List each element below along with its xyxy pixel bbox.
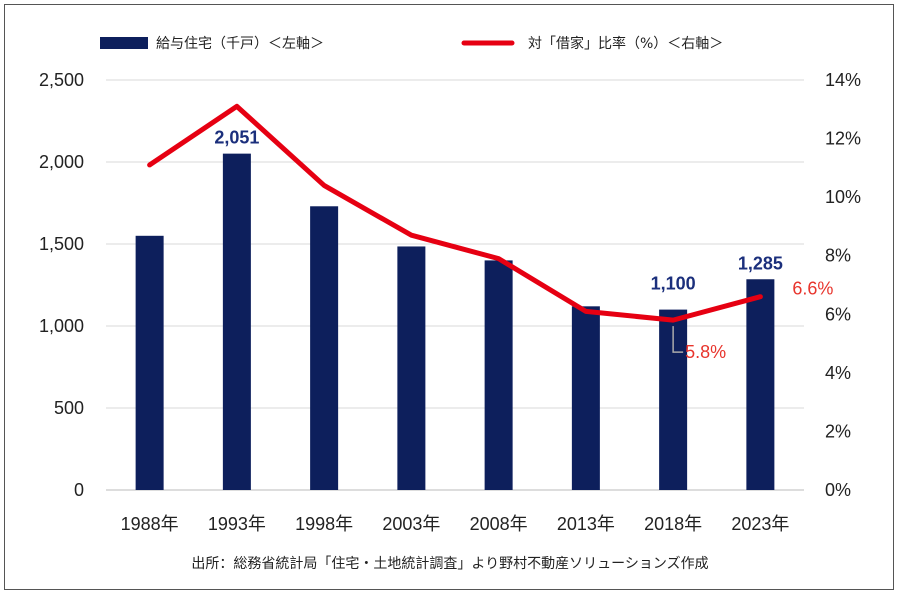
left-tick-label: 500 xyxy=(54,398,84,418)
right-tick-label: 2% xyxy=(825,421,851,441)
leader-line xyxy=(672,326,684,353)
x-tick-label: 2003年 xyxy=(382,514,440,534)
bar-value-label: 1,100 xyxy=(651,274,696,294)
gridlines xyxy=(106,79,804,491)
bar-value-label: 2,051 xyxy=(214,128,259,148)
right-axis: 0% 2% 4% 6% 8% 10% 12% 14% xyxy=(825,70,861,500)
left-tick-label: 1,000 xyxy=(39,316,84,336)
x-tick-label: 1998年 xyxy=(295,514,353,534)
x-tick-label: 2013年 xyxy=(557,514,615,534)
bar xyxy=(135,235,164,490)
x-tick-label: 2023年 xyxy=(731,514,789,534)
data-labels: 2,051 1,100 1,285 5.8% 6.6% xyxy=(214,128,833,363)
left-axis: 0 500 1,000 1,500 2,000 2,500 xyxy=(39,70,84,500)
legend-bar-label: 給与住宅（千戸）＜左軸＞ xyxy=(156,36,324,52)
left-tick-label: 0 xyxy=(74,480,84,500)
x-tick-label: 1993年 xyxy=(208,514,266,534)
right-tick-label: 6% xyxy=(825,304,851,324)
left-tick-label: 2,000 xyxy=(39,152,84,172)
x-tick-label: 1988年 xyxy=(121,514,179,534)
bar xyxy=(397,246,426,490)
bar xyxy=(222,153,251,491)
bar-series xyxy=(135,153,775,491)
legend-line-label: 対「借家」比率（%）＜右軸＞ xyxy=(528,35,723,52)
right-tick-label: 12% xyxy=(825,129,861,149)
bar xyxy=(310,206,339,490)
bar xyxy=(746,279,775,490)
line-value-label: 5.8% xyxy=(685,342,726,362)
left-tick-label: 2,500 xyxy=(39,70,84,90)
right-tick-label: 0% xyxy=(825,480,851,500)
x-tick-label: 2008年 xyxy=(470,514,528,534)
x-tick-label: 2018年 xyxy=(644,514,702,534)
source-note: 出所：総務省統計局「住宅・土地統計調査」より野村不動産ソリューションズ作成 xyxy=(191,556,708,572)
right-tick-label: 14% xyxy=(825,70,861,90)
bar xyxy=(484,260,513,490)
right-tick-label: 8% xyxy=(825,246,851,266)
x-axis: 1988年 1993年 1998年 2003年 2008年 2013年 2018年 2023年 xyxy=(121,514,790,534)
legend: 給与住宅（千戸）＜左軸＞ 対「借家」比率（%）＜右軸＞ xyxy=(100,35,723,52)
left-tick-label: 1,500 xyxy=(39,234,84,254)
right-tick-label: 10% xyxy=(825,187,861,207)
line-series xyxy=(147,103,763,323)
bar xyxy=(571,306,600,490)
line-value-label: 6.6% xyxy=(792,279,833,299)
legend-bar-swatch xyxy=(100,37,148,49)
bar-value-label: 1,285 xyxy=(738,253,783,273)
right-tick-label: 4% xyxy=(825,363,851,383)
ratio-line xyxy=(147,103,763,323)
